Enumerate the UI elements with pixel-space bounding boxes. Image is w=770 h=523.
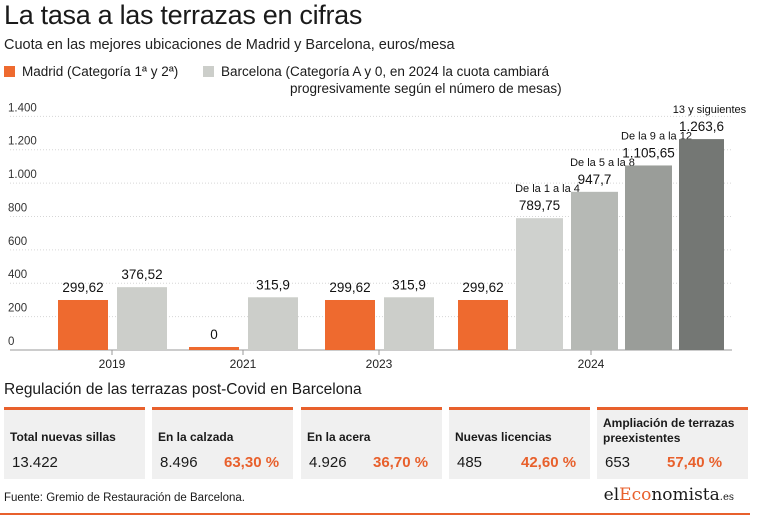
bar-barcelona: [571, 191, 618, 350]
data-label: 789,75: [519, 198, 560, 213]
data-label: 1.105,65: [622, 145, 675, 160]
data-label: 299,62: [462, 280, 503, 295]
bar-barcelona: [248, 297, 298, 350]
card-value: 485: [457, 454, 483, 471]
x-tick-label: 2021: [230, 357, 257, 371]
brand-part: nomista: [651, 485, 720, 505]
y-tick-label: 1.400: [8, 102, 37, 114]
page-subtitle: Cuota en las mejores ubicaciones de Madr…: [4, 37, 455, 53]
card-calzada: En la calzada 8.496 63,30 %: [152, 407, 293, 479]
y-tick-label: 800: [8, 202, 27, 214]
card-value: 4.926: [309, 454, 347, 471]
card-ampliacion: Ampliación de terrazas preexistentes 653…: [597, 407, 748, 479]
card-heading: Total nuevas sillas: [10, 430, 116, 444]
data-label: 299,62: [62, 280, 103, 295]
brand-part: el: [603, 485, 620, 505]
brand-part: Eco: [619, 485, 652, 505]
x-tick-label: 2023: [366, 357, 393, 371]
card-nuevas-licencias: Nuevas licencias 485 42,60 %: [449, 407, 590, 479]
regulation-title: Regulación de las terrazas post-Covid en…: [4, 381, 362, 398]
chart-legend: Madrid (Categoría 1ª y 2ª) Barcelona (Ca…: [4, 63, 764, 103]
y-tick-label: 600: [8, 236, 27, 248]
data-label: 315,9: [256, 277, 290, 292]
card-value: 8.496: [160, 454, 198, 471]
y-tick-label: 200: [8, 303, 27, 315]
data-label: 299,62: [329, 280, 370, 295]
card-percentage: 42,60 %: [521, 454, 577, 471]
data-label: 315,9: [392, 277, 426, 292]
card-percentage: 36,70 %: [373, 454, 429, 471]
y-tick-label: 1.200: [8, 136, 37, 148]
card-acera: En la acera 4.926 36,70 %: [301, 407, 442, 479]
card-value: 13.422: [12, 454, 58, 471]
tier-label: De la 1 a la 4: [515, 183, 580, 195]
card-percentage: 63,30 %: [224, 454, 280, 471]
bottom-rule: [0, 513, 750, 515]
card-heading: Nuevas licencias: [455, 430, 552, 444]
regulation-cards: Total nuevas sillas 13.422 En la calzada…: [4, 407, 750, 479]
legend-swatch-barcelona: [203, 66, 214, 77]
bar-barcelona: [516, 218, 563, 350]
y-tick-label: 400: [8, 269, 27, 281]
brand-logo: elEconomista.es: [604, 485, 734, 505]
source-note: Fuente: Gremio de Restauración de Barcel…: [4, 492, 245, 504]
card-total-sillas: Total nuevas sillas 13.422: [4, 407, 145, 479]
brand-part: .es: [719, 492, 734, 503]
tier-label: 13 y siguientes: [673, 104, 747, 116]
data-label: 0: [210, 327, 218, 342]
x-tick-label: 2024: [578, 357, 605, 371]
card-heading: En la acera: [307, 430, 371, 444]
data-label: 947,7: [578, 172, 612, 187]
card-heading-line2: preexistentes: [603, 431, 681, 445]
y-tick-label: 0: [8, 336, 14, 348]
bar-madrid: [325, 299, 375, 350]
x-tick-label: 2019: [99, 357, 126, 371]
card-heading-line1: Ampliación de terrazas: [603, 416, 735, 430]
bar-madrid: [458, 299, 508, 350]
page-title: La tasa a las terrazas en cifras: [4, 0, 363, 30]
legend-swatch-madrid: [4, 66, 15, 77]
bar-barcelona: [384, 297, 434, 350]
card-value: 653: [605, 454, 631, 471]
bar-madrid: [58, 299, 108, 350]
tier-label: De la 5 a la 8: [570, 157, 635, 169]
bar-barcelona: [625, 165, 672, 350]
card-percentage: 57,40 %: [667, 454, 723, 471]
tier-label: De la 9 a la 12: [621, 130, 692, 142]
legend-label-barcelona-line1: Barcelona (Categoría A y 0, en 2024 la c…: [221, 64, 549, 79]
card-heading: Ampliación de terrazas preexistentes: [603, 416, 734, 446]
bar-madrid: [189, 347, 239, 350]
data-label: 1.263,6: [679, 119, 724, 134]
bar-chart: 0 200 400 600 800 1.000 1.200 1.400 299,62 376,52…: [8, 102, 747, 371]
legend-label-madrid: Madrid (Categoría 1ª y 2ª): [22, 64, 179, 79]
data-label: 376,52: [121, 267, 162, 282]
bar-barcelona: [117, 287, 167, 350]
card-heading: En la calzada: [158, 430, 234, 444]
bar-barcelona: [679, 139, 724, 350]
legend-label-barcelona-line2: progresivamente según el número de mesas…: [290, 81, 562, 96]
y-tick-label: 1.000: [8, 169, 37, 181]
